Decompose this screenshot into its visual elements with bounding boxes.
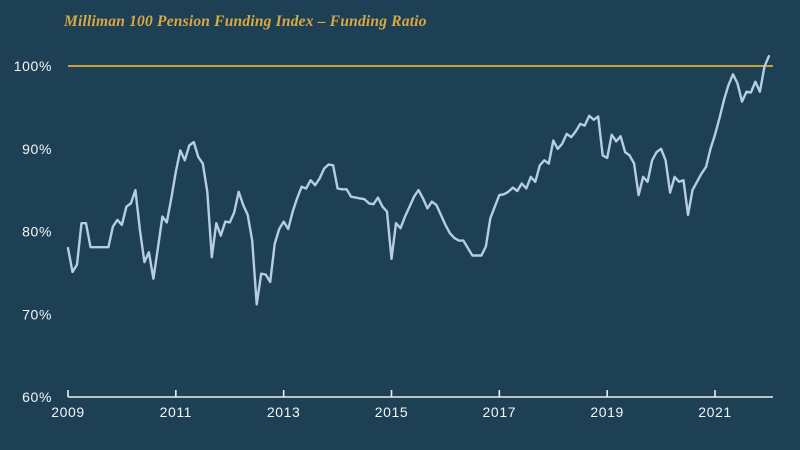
chart-title: Milliman 100 Pension Funding Index – Fun… [64,13,427,30]
y-axis-tick-label: 60% [22,389,52,405]
x-axis-tick-label: 2013 [267,404,301,420]
funding-ratio-line [66,54,771,306]
y-axis-tick-label: 100% [14,58,52,74]
y-axis-tick-label: 80% [22,224,52,240]
y-axis-tick-label: 70% [22,306,52,322]
x-axis-tick-label: 2021 [698,404,732,420]
x-axis-tick-label: 2009 [51,404,85,420]
x-axis-tick-label: 2015 [375,404,409,420]
x-axis-tick-label: 2011 [160,404,193,420]
x-axis-tick-label: 2019 [590,404,624,420]
x-axis-tick-label: 2017 [483,404,517,420]
y-axis-tick-label: 90% [22,141,52,157]
